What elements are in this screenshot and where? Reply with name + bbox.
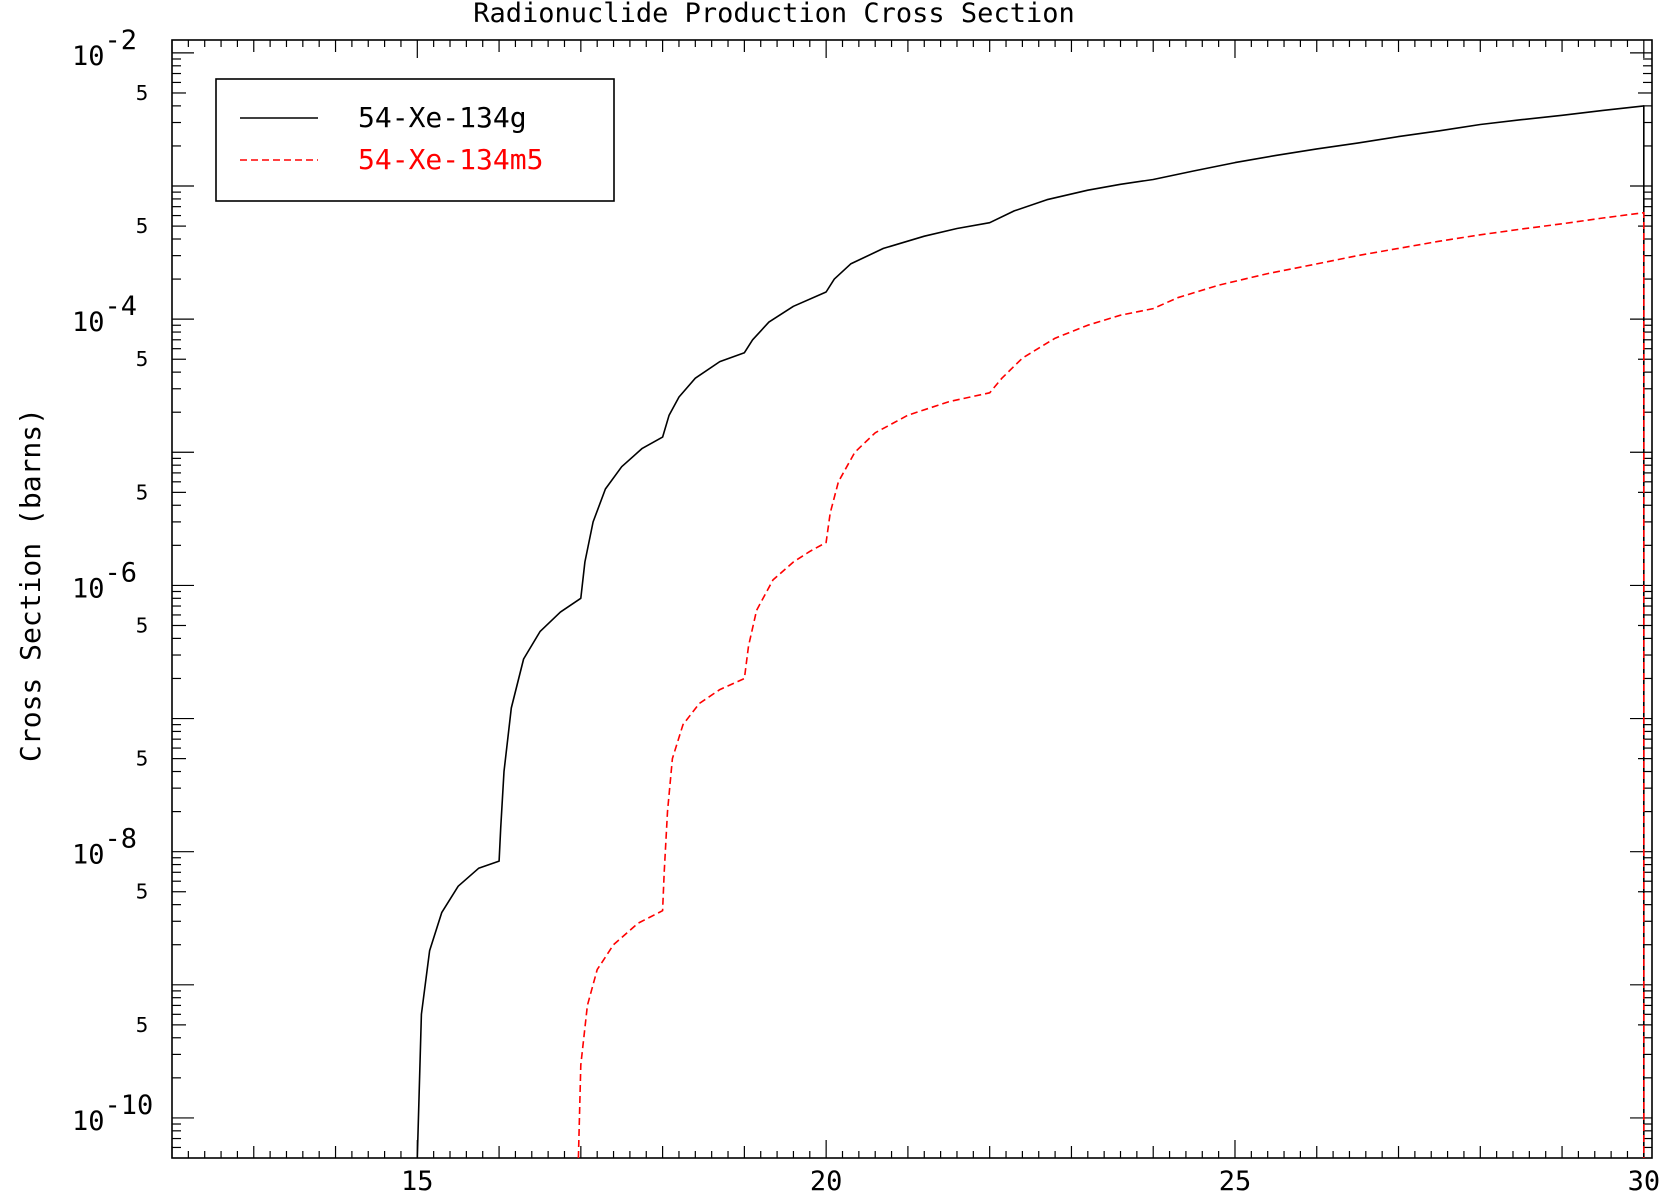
chart-title: Radionuclide Production Cross Section: [473, 0, 1074, 29]
y-tick-base: 10: [72, 573, 105, 604]
y-minor-tick-label: 5: [136, 1013, 149, 1037]
y-major-tick-label: 10-4: [72, 291, 137, 338]
x-tick-label: 20: [810, 1166, 843, 1197]
legend-box: [215, 78, 615, 202]
y-minor-tick-label: 5: [136, 214, 149, 238]
legend-label-1: 54-Xe-134m5: [358, 143, 543, 176]
y-major-tick-label: 10-10: [72, 1090, 153, 1137]
y-tick-base: 10: [72, 41, 105, 72]
y-minor-tick-label: 5: [136, 880, 149, 904]
y-major-tick-label: 10-2: [72, 25, 137, 72]
y-tick-exponent: -6: [105, 557, 138, 588]
series-line-0: [416, 105, 1645, 1159]
y-major-tick-label: 10-8: [72, 824, 137, 871]
series-line-1: [577, 211, 1645, 1159]
legend: 54-Xe-134g 54-Xe-134m5: [215, 78, 615, 202]
y-axis-label: Cross Section (barns): [14, 408, 47, 762]
y-minor-tick-label: 5: [136, 747, 149, 771]
x-tick-label: 30: [1628, 1166, 1661, 1197]
y-tick-exponent: -10: [105, 1090, 154, 1121]
y-tick-base: 10: [72, 840, 105, 871]
series-layer: [416, 105, 1645, 1159]
y-tick-base: 10: [72, 1106, 105, 1137]
y-minor-tick-label: 5: [136, 613, 149, 637]
plot-frame: [171, 39, 1653, 1159]
legend-label-0: 54-Xe-134g: [358, 101, 527, 134]
y-minor-tick-label: 5: [136, 347, 149, 371]
y-tick-exponent: -4: [105, 291, 138, 322]
y-minor-tick-label: 5: [136, 480, 149, 504]
x-tick-label: 25: [1219, 1166, 1252, 1197]
x-tick-label: 15: [401, 1166, 434, 1197]
y-tick-base: 10: [72, 307, 105, 338]
y-major-tick-label: 10-6: [72, 557, 137, 604]
y-tick-exponent: -2: [105, 25, 138, 56]
y-tick-exponent: -8: [105, 824, 138, 855]
y-minor-tick-label: 5: [136, 81, 149, 105]
